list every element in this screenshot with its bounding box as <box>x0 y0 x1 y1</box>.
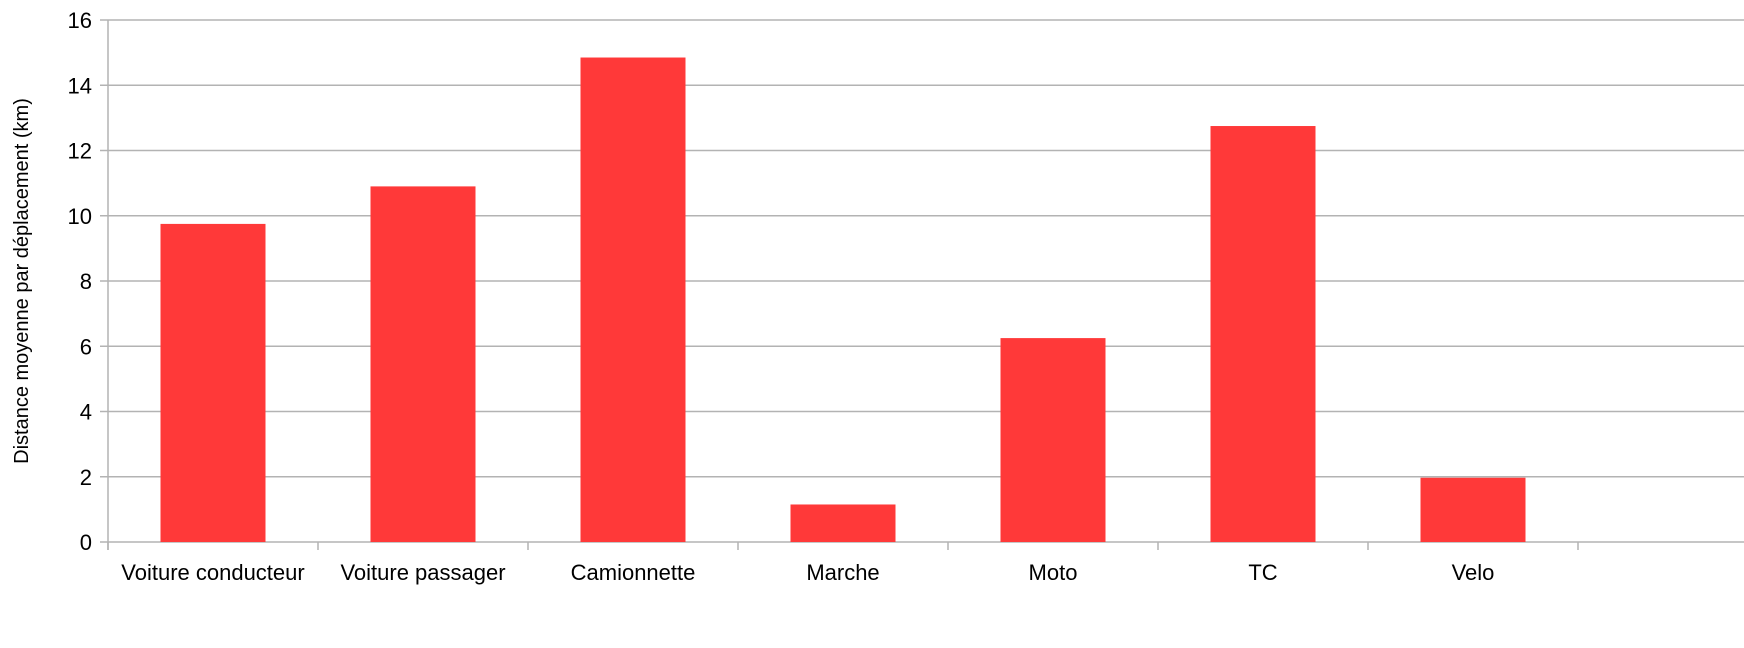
bar-voiture-passager <box>370 186 476 542</box>
x-tick-labels: Voiture conducteur Voiture passager Camion… <box>121 560 1494 585</box>
y-tick-label: 14 <box>68 73 92 98</box>
bar-velo <box>1420 477 1526 542</box>
y-tick-label: 2 <box>80 465 92 490</box>
x-tick-label: Moto <box>1029 560 1078 585</box>
x-tick-label: Voiture passager <box>340 560 505 585</box>
y-tick-label: 12 <box>68 139 92 164</box>
y-axis-title: Distance moyenne par déplacement (km) <box>11 98 33 464</box>
x-tick-label: Marche <box>806 560 879 585</box>
y-tick-label: 16 <box>68 8 92 33</box>
y-tick-label: 6 <box>80 334 92 359</box>
x-tick-label: Velo <box>1452 560 1495 585</box>
gridlines <box>100 19 1744 543</box>
y-tick-label: 8 <box>80 269 92 294</box>
bar-marche <box>790 504 896 542</box>
bar-voiture-conducteur <box>160 223 266 542</box>
y-tick-label: 4 <box>80 400 92 425</box>
y-tick-label: 0 <box>80 530 92 555</box>
x-tick-label: Camionnette <box>571 560 696 585</box>
axes <box>107 20 1579 550</box>
bar-camionnette <box>580 57 686 543</box>
bars <box>160 57 1526 543</box>
y-tick-label: 10 <box>68 204 92 229</box>
x-tick-label: TC <box>1248 560 1277 585</box>
bar-moto <box>1000 338 1106 542</box>
bar-tc <box>1210 126 1316 542</box>
x-tick-label: Voiture conducteur <box>121 560 304 585</box>
y-tick-labels: 0 2 4 6 8 10 12 14 16 <box>68 8 92 555</box>
